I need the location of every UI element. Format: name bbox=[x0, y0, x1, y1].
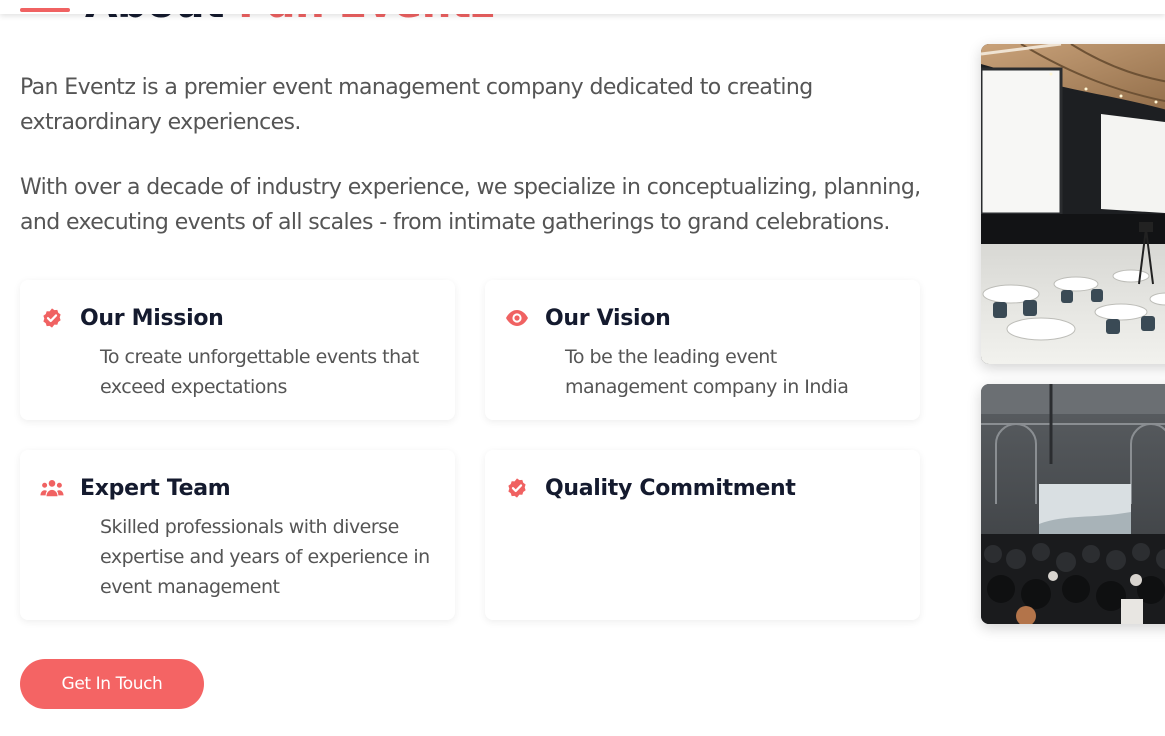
feature-title: Our Vision bbox=[545, 305, 671, 331]
feature-description: To create unforgettable events that exce… bbox=[100, 346, 419, 398]
site-header bbox=[0, 0, 1165, 14]
audience-photo bbox=[981, 384, 1165, 624]
eye-icon bbox=[505, 306, 529, 330]
check-badge-icon bbox=[40, 306, 64, 330]
check-badge-icon bbox=[505, 476, 529, 500]
feature-card-team: Expert Team Skilled professionals with d… bbox=[20, 450, 455, 620]
about-paragraph-2: With over a decade of industry experienc… bbox=[20, 175, 921, 235]
feature-card-vision: Our Vision To be the leading event manag… bbox=[485, 280, 920, 420]
feature-description: Skilled professionals with diverse exper… bbox=[100, 516, 430, 598]
feature-title: Quality Commitment bbox=[545, 475, 796, 501]
get-in-touch-button[interactable]: Get In Touch bbox=[20, 659, 204, 709]
feature-card-mission: Our Mission To create unforgettable even… bbox=[20, 280, 455, 420]
title-accent-line bbox=[20, 8, 70, 12]
conference-hall-photo bbox=[981, 44, 1165, 364]
feature-description: To be the leading event management compa… bbox=[565, 346, 849, 398]
feature-card-quality: Quality Commitment bbox=[485, 450, 920, 620]
feature-title: Expert Team bbox=[80, 475, 231, 501]
about-paragraph-1: Pan Eventz is a premier event management… bbox=[20, 75, 813, 135]
feature-title: Our Mission bbox=[80, 305, 224, 331]
users-icon bbox=[40, 476, 64, 500]
